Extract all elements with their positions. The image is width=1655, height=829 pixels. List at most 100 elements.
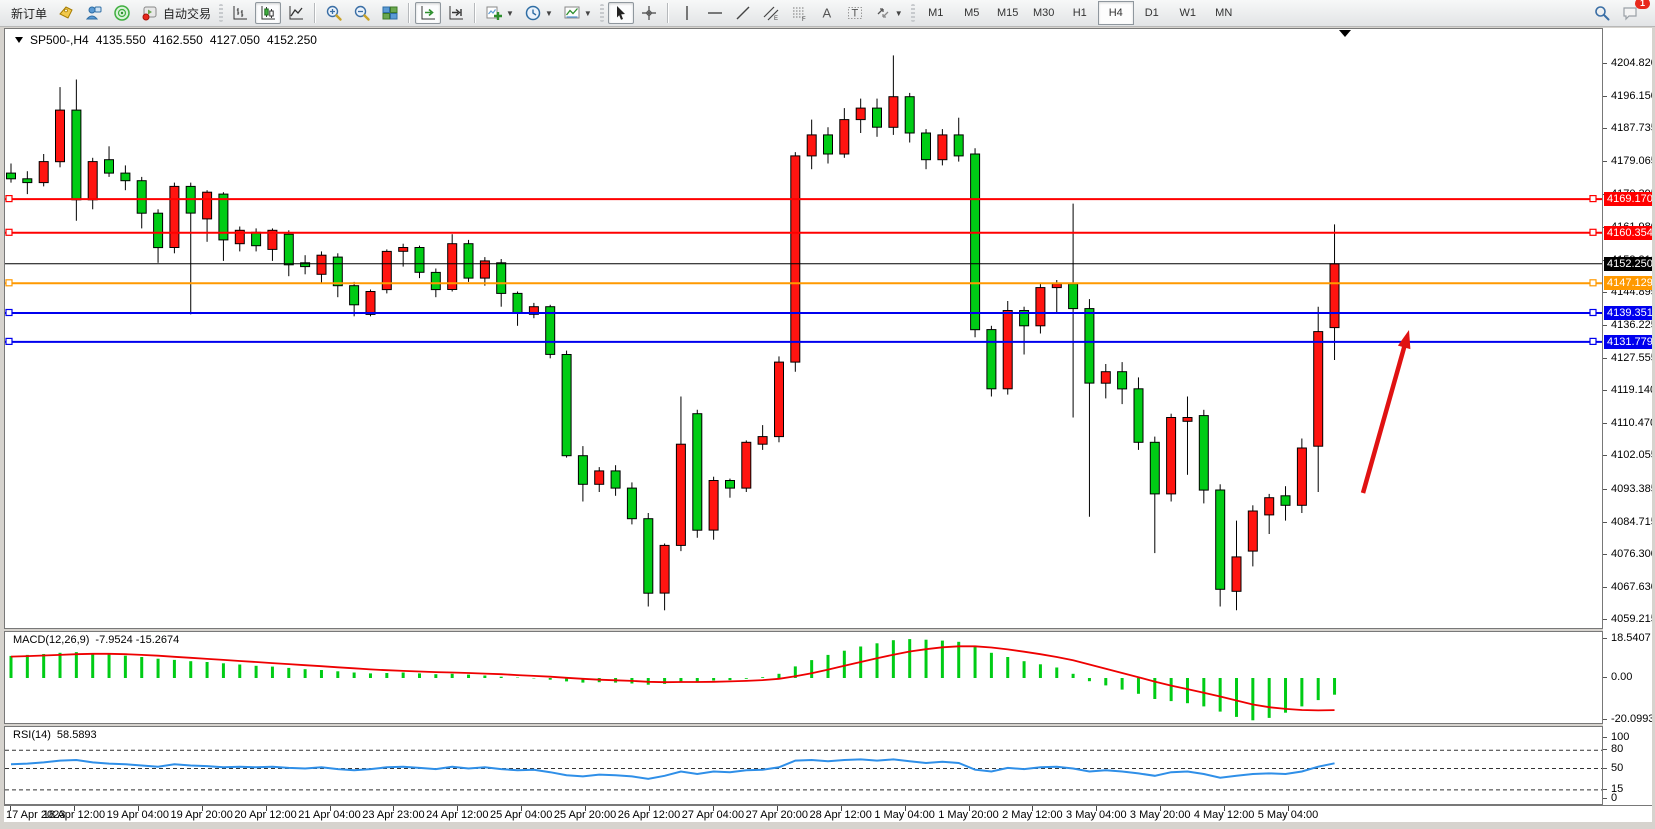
timeframe-d1-button[interactable]: D1 bbox=[1144, 7, 1159, 19]
toolbar-separator bbox=[474, 3, 477, 23]
tile-windows-button[interactable] bbox=[377, 2, 403, 24]
shift-marker-icon[interactable] bbox=[1339, 30, 1351, 37]
axis-tick bbox=[1603, 423, 1607, 425]
chevron-down-icon: ▼ bbox=[894, 8, 903, 18]
trend-arrow[interactable] bbox=[1360, 330, 1411, 494]
axis-tick-label: 4136.225 bbox=[1611, 318, 1655, 331]
notifications-button[interactable]: 1 bbox=[1617, 0, 1650, 24]
chevron-down-icon: ▼ bbox=[506, 8, 514, 18]
timeframe-h1-button[interactable]: H1 bbox=[1072, 7, 1087, 19]
channel-button[interactable]: E bbox=[758, 2, 784, 24]
autotrading-button[interactable]: 自动交易 bbox=[137, 2, 215, 24]
date-tick-label: 19 Apr 20:00 bbox=[170, 809, 233, 821]
axis-tick-label: 4102.055 bbox=[1611, 449, 1655, 462]
fibonacci-button[interactable]: F bbox=[786, 2, 812, 24]
toolbar: 新订单 bbox=[0, 0, 1655, 27]
axis-tick bbox=[1603, 455, 1607, 457]
macd-panel[interactable]: MACD(12,26,9) -7.9524 -15.2674 bbox=[4, 631, 1603, 724]
timeframe-m30-button[interactable]: M30 bbox=[1033, 7, 1055, 19]
axis-tick bbox=[1603, 677, 1607, 678]
templates-button[interactable]: ▼ bbox=[559, 2, 596, 24]
timeframe-m1-button[interactable]: M1 bbox=[928, 7, 944, 19]
candlestick-chart[interactable] bbox=[5, 29, 1602, 628]
axis-tick bbox=[1603, 128, 1607, 130]
zoom-in-button[interactable] bbox=[321, 2, 347, 24]
date-axis[interactable]: 17 Apr 2023 18 Apr 12:00 19 Apr 04:00 19 Ap… bbox=[4, 805, 1652, 822]
new-order-button[interactable]: 新订单 bbox=[3, 2, 51, 24]
line-chart-button[interactable] bbox=[283, 2, 309, 24]
date-tick bbox=[1032, 806, 1034, 811]
line-handle[interactable] bbox=[5, 228, 13, 236]
bar-chart-button[interactable] bbox=[227, 2, 253, 24]
date-tick bbox=[393, 806, 395, 811]
line-handle[interactable] bbox=[5, 279, 13, 287]
price-axis[interactable]: 4204.8204196.1504187.7354179.0654170.395… bbox=[1603, 28, 1655, 805]
autoscroll-button[interactable] bbox=[415, 2, 442, 24]
chart-shift-button[interactable] bbox=[443, 2, 469, 24]
timeframe-h4-button[interactable]: H4 bbox=[1097, 1, 1134, 25]
price-tag-4160.354: 4160.354 bbox=[1604, 225, 1655, 240]
date-tick bbox=[649, 806, 650, 811]
axis-tick-label: 80 bbox=[1611, 743, 1624, 756]
date-tick-label: 27 Apr 04:00 bbox=[681, 809, 745, 821]
date-tick-label: 26 Apr 12:00 bbox=[617, 809, 681, 821]
date-tick-label: 28 Apr 12:00 bbox=[809, 809, 872, 821]
tag-icon bbox=[59, 6, 73, 19]
line-handle[interactable] bbox=[1589, 195, 1597, 203]
timeframe-mn-button[interactable]: MN bbox=[1215, 7, 1233, 19]
horizontal-line-button[interactable] bbox=[702, 2, 728, 24]
toolbar-grip[interactable] bbox=[910, 4, 915, 22]
line-handle[interactable] bbox=[5, 308, 13, 317]
line-handle[interactable] bbox=[1589, 228, 1597, 236]
toolbar-grip[interactable] bbox=[219, 4, 224, 22]
line-handle[interactable] bbox=[5, 195, 13, 203]
hline-4131.779[interactable] bbox=[5, 337, 1602, 345]
arrows-button[interactable]: ▼ bbox=[870, 2, 907, 24]
candle-chart-button[interactable] bbox=[255, 2, 282, 24]
arrows-icon bbox=[877, 8, 889, 18]
crosshair-button[interactable] bbox=[636, 2, 662, 24]
rsi-panel[interactable]: RSI(14) 58.5893 bbox=[4, 726, 1603, 805]
cursor-button[interactable] bbox=[607, 2, 634, 24]
axis-tick bbox=[1603, 488, 1607, 490]
timeframe-m5-button[interactable]: M5 bbox=[964, 7, 980, 19]
line-handle[interactable] bbox=[1589, 279, 1597, 287]
hline-4160.354[interactable] bbox=[5, 228, 1602, 236]
line-handle[interactable] bbox=[1589, 337, 1597, 345]
ohlc-low: 4127.050 bbox=[209, 33, 260, 47]
label-button[interactable]: T bbox=[842, 2, 868, 24]
axis-tick-label: 4110.470 bbox=[1611, 417, 1655, 430]
rsi-value: 58.5893 bbox=[56, 729, 97, 741]
main-chart-panel[interactable]: SP500-,H4 4135.550 4162.550 4127.050 415… bbox=[4, 28, 1603, 629]
hline-4147.129[interactable] bbox=[5, 279, 1602, 287]
unread-badge: 1 bbox=[1635, 0, 1650, 9]
date-tick bbox=[457, 806, 459, 811]
timeframe-m15-button[interactable]: M15 bbox=[997, 7, 1019, 19]
crosshair-icon bbox=[641, 6, 656, 20]
search-icon bbox=[1595, 6, 1610, 21]
hline-4139.351[interactable] bbox=[5, 308, 1602, 317]
market-radar-button[interactable] bbox=[109, 2, 135, 24]
text-button[interactable]: A bbox=[814, 2, 840, 24]
date-tick bbox=[776, 806, 778, 811]
search-button[interactable] bbox=[1589, 2, 1615, 24]
line-handle[interactable] bbox=[5, 337, 13, 345]
community-button[interactable] bbox=[81, 2, 107, 24]
date-tick-label: 5 May 04:00 bbox=[1257, 809, 1319, 821]
date-tick bbox=[201, 806, 203, 811]
chart-shift-icon bbox=[449, 6, 464, 20]
hline-4169.170[interactable] bbox=[5, 195, 1602, 203]
indicators-button[interactable]: ▼ bbox=[481, 2, 518, 24]
rsi-line bbox=[10, 758, 1335, 780]
date-tick-label: 17 Apr 2023 bbox=[6, 809, 66, 821]
toolbar-separator bbox=[314, 3, 317, 23]
timeframe-w1-button[interactable]: W1 bbox=[1179, 7, 1196, 19]
periods-button[interactable]: ▼ bbox=[520, 2, 557, 24]
text-icon: A bbox=[822, 6, 831, 21]
zoom-out-button[interactable] bbox=[349, 2, 375, 24]
toolbar-grip[interactable] bbox=[599, 4, 604, 22]
trendline-button[interactable] bbox=[730, 2, 756, 24]
line-handle[interactable] bbox=[1589, 308, 1597, 317]
vertical-line-button[interactable] bbox=[674, 2, 700, 24]
tag-button[interactable] bbox=[53, 2, 79, 24]
